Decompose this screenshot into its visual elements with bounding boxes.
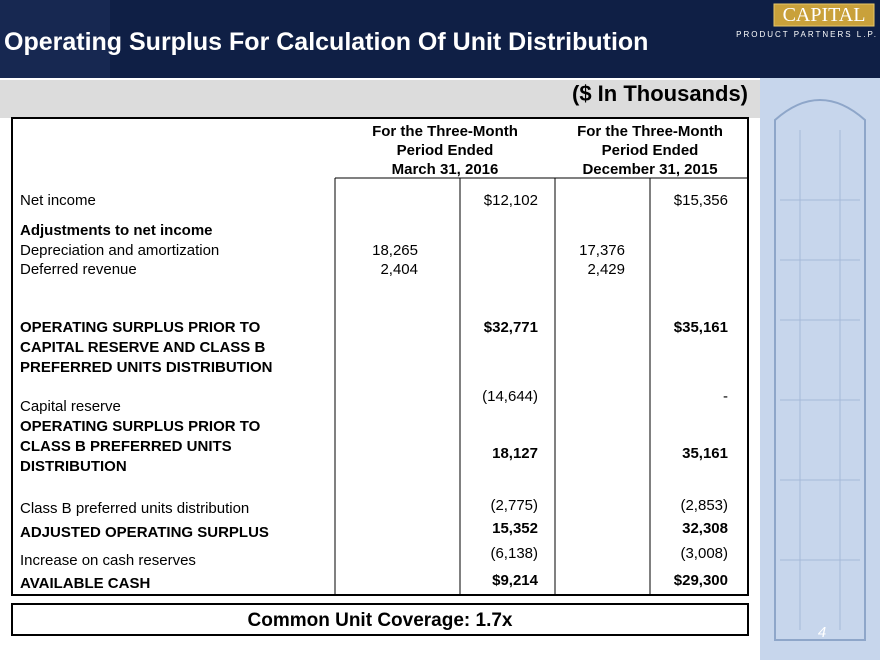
cell: $35,161 bbox=[674, 319, 728, 336]
row-label: Adjustments to net income bbox=[20, 222, 213, 239]
row-label: CAPITAL RESERVE AND CLASS B bbox=[20, 339, 265, 356]
page-number: 4 bbox=[818, 624, 826, 641]
cell: - bbox=[723, 388, 728, 405]
cell: 17,376 bbox=[579, 242, 625, 259]
logo: CAPITAL bbox=[783, 4, 866, 26]
column-header: For the Three-Month bbox=[372, 123, 518, 140]
cell: 32,308 bbox=[682, 520, 728, 537]
ship-outline bbox=[774, 99, 866, 641]
slide-title: Operating Surplus For Calculation Of Uni… bbox=[4, 28, 648, 56]
cell: (2,853) bbox=[680, 497, 728, 514]
row-label: Increase on cash reserves bbox=[20, 552, 196, 569]
cell: 35,161 bbox=[682, 445, 728, 462]
row-label: Capital reserve bbox=[20, 398, 121, 415]
logo-sub: PRODUCT PARTNERS L.P. bbox=[736, 30, 878, 39]
cell: 18,127 bbox=[492, 445, 538, 462]
row-label: Depreciation and amortization bbox=[20, 242, 219, 259]
banner-accent bbox=[0, 0, 110, 78]
row-label: CLASS B PREFERRED UNITS bbox=[20, 438, 232, 455]
ship-lines bbox=[780, 130, 860, 630]
row-label: Deferred revenue bbox=[20, 261, 137, 278]
cell: (14,644) bbox=[482, 388, 538, 405]
cell: (3,008) bbox=[680, 545, 728, 562]
row-label: PREFERRED UNITS DISTRIBUTION bbox=[20, 359, 273, 376]
cell: (6,138) bbox=[490, 545, 538, 562]
column-header: Period Ended bbox=[602, 142, 699, 159]
row-label: OPERATING SURPLUS PRIOR TO bbox=[20, 418, 261, 435]
footer-box bbox=[11, 603, 749, 636]
cell: $29,300 bbox=[674, 572, 728, 589]
column-header: For the Three-Month bbox=[577, 123, 723, 140]
column-header: December 31, 2015 bbox=[582, 161, 717, 178]
table-frame bbox=[11, 117, 749, 596]
column-header: March 31, 2016 bbox=[392, 161, 499, 178]
cell: $15,356 bbox=[674, 192, 728, 209]
cell: 18,265 bbox=[372, 242, 418, 259]
banner bbox=[0, 0, 880, 78]
units-band bbox=[0, 80, 760, 118]
row-label: AVAILABLE CASH bbox=[20, 575, 150, 592]
cell: 2,404 bbox=[380, 261, 418, 278]
row-label: Class B preferred units distribution bbox=[20, 500, 249, 517]
blueprint bbox=[760, 78, 880, 660]
row-label: DISTRIBUTION bbox=[20, 458, 127, 475]
row-label: Net income bbox=[20, 192, 96, 209]
row-label: OPERATING SURPLUS PRIOR TO bbox=[20, 319, 261, 336]
units: ($ In Thousands) bbox=[572, 81, 748, 106]
column-header: Period Ended bbox=[397, 142, 494, 159]
cell: $32,771 bbox=[484, 319, 538, 336]
coverage: Common Unit Coverage: 1.7x bbox=[248, 610, 513, 631]
cell: $12,102 bbox=[484, 192, 538, 209]
logo-box bbox=[773, 3, 875, 27]
row-label: ADJUSTED OPERATING SURPLUS bbox=[20, 524, 269, 541]
cell: 15,352 bbox=[492, 520, 538, 537]
cell: (2,775) bbox=[490, 497, 538, 514]
cell: 2,429 bbox=[587, 261, 625, 278]
cell: $9,214 bbox=[492, 572, 539, 589]
